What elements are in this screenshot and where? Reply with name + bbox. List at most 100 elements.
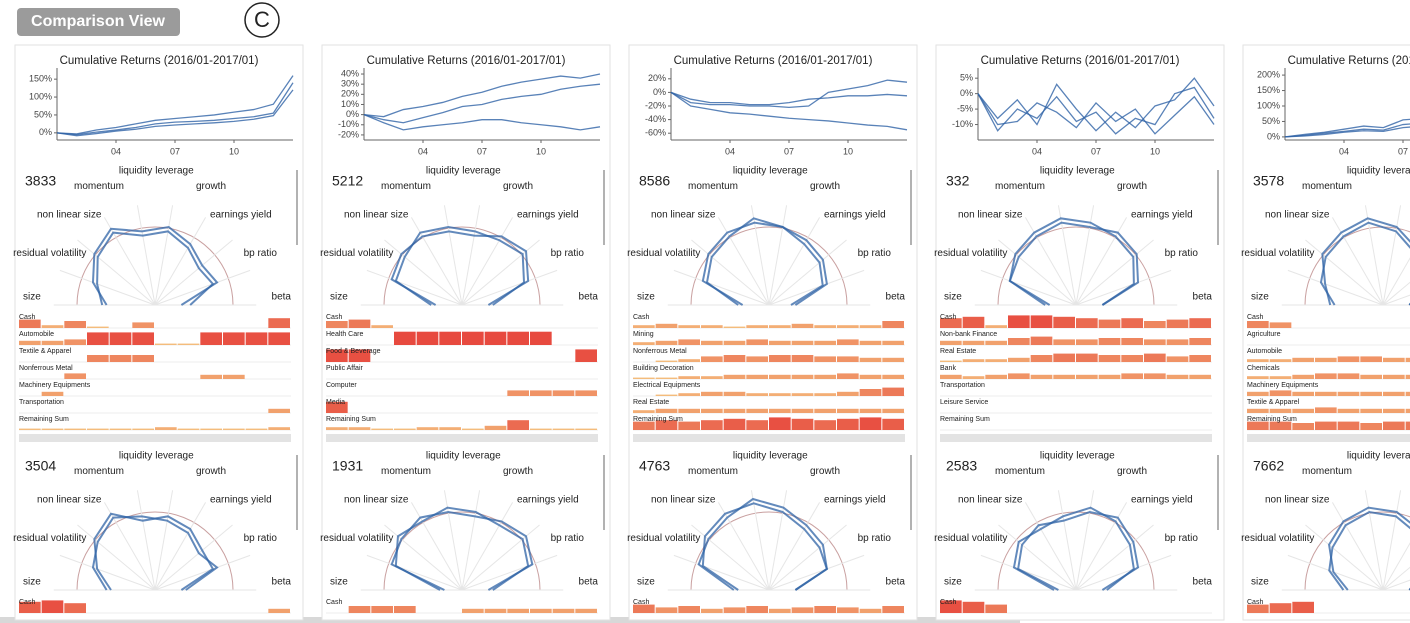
factor-label: momentum xyxy=(1302,181,1352,192)
holding-bar xyxy=(655,377,678,379)
holding-bar xyxy=(1121,318,1143,328)
factor-label: momentum xyxy=(74,181,124,192)
holding-bar xyxy=(326,349,348,362)
factor-label: momentum xyxy=(688,181,738,192)
card-scrollbar xyxy=(940,434,1212,442)
x-tick-label: 04 xyxy=(1339,146,1349,156)
holding-bar xyxy=(200,332,222,345)
holding-bar xyxy=(1337,408,1360,413)
holding-bar xyxy=(348,606,371,613)
holding-bar xyxy=(882,387,904,396)
holding-bar xyxy=(655,323,678,328)
return-line xyxy=(977,93,1215,135)
industry-label: Public Affair xyxy=(326,365,364,372)
factor-label: bp ratio xyxy=(244,248,278,259)
radar-spoke xyxy=(443,205,463,306)
holding-bar xyxy=(1098,338,1121,345)
holding-bar xyxy=(746,606,768,613)
holding-bar xyxy=(791,418,814,430)
holding-bar xyxy=(882,340,904,345)
holding-bar xyxy=(1405,374,1410,379)
factor-label: beta xyxy=(1193,292,1213,303)
factor-label: bp ratio xyxy=(551,533,585,544)
industry-label: Transportation xyxy=(19,399,64,406)
holding-bar xyxy=(484,425,507,430)
portfolio-id: 2583 xyxy=(946,458,977,474)
factor-label: residual volatility xyxy=(627,533,700,544)
holding-bar xyxy=(814,393,836,396)
holding-bar xyxy=(814,356,836,362)
chart-title: Cumulative Returns (2016/01-2017/01) xyxy=(981,55,1180,67)
radar-spoke xyxy=(136,205,156,306)
return-line xyxy=(363,73,601,118)
holding-bar xyxy=(1008,338,1030,345)
industry-label: Non-bank Finance xyxy=(940,331,997,338)
factor-label: residual volatility xyxy=(13,248,86,259)
factor-label: residual volatility xyxy=(1241,248,1314,259)
y-tick-label: 100% xyxy=(29,91,52,101)
radar-spoke xyxy=(154,502,207,591)
radar-spoke xyxy=(768,217,821,306)
holding-bar xyxy=(859,325,882,328)
factor-label: bp ratio xyxy=(1165,248,1199,259)
x-tick-label: 10 xyxy=(229,146,239,156)
radar-spoke xyxy=(768,239,847,306)
return-line xyxy=(977,77,1215,132)
holding-bar xyxy=(223,374,245,379)
holding-bar xyxy=(394,331,416,345)
factor-label: liquidity xyxy=(1040,451,1073,462)
radar-spoke xyxy=(1382,281,1410,306)
holding-bar xyxy=(1292,391,1314,396)
holding-bar xyxy=(326,321,348,328)
factor-label: momentum xyxy=(381,181,431,192)
holding-bar xyxy=(109,332,132,345)
holding-bar xyxy=(371,428,393,430)
industry-label: Nonferrous Metal xyxy=(19,365,73,372)
badge-circle xyxy=(244,2,280,38)
factor-label: residual volatility xyxy=(934,248,1007,259)
holding-bar xyxy=(1292,357,1314,362)
radar-spoke xyxy=(384,239,463,306)
factor-label: non linear size xyxy=(37,209,102,220)
holding-bar xyxy=(723,374,746,379)
holding-bar xyxy=(1189,338,1211,345)
factor-label: growth xyxy=(810,466,840,477)
holding-bar xyxy=(132,428,154,430)
holding-bar xyxy=(859,417,882,430)
radar-spoke xyxy=(1382,490,1402,591)
holding-bar xyxy=(678,339,700,345)
holding-bar xyxy=(1247,359,1269,362)
industry-label: Automobile xyxy=(19,331,54,338)
y-tick-label: 150% xyxy=(29,74,52,84)
radar-spoke xyxy=(1287,554,1384,591)
holding-bar xyxy=(177,428,200,430)
industry-label: Electrical Equipments xyxy=(633,382,701,389)
reference-arc xyxy=(383,511,541,591)
holding-bar xyxy=(701,356,723,362)
y-tick-label: 30% xyxy=(341,79,359,89)
holding-bar xyxy=(791,408,814,413)
holding-bar xyxy=(655,408,678,413)
holding-bar xyxy=(1189,374,1211,379)
factor-label: non linear size xyxy=(958,209,1023,220)
y-tick-label: -5% xyxy=(957,103,973,113)
factor-profile xyxy=(1008,217,1135,306)
holding-bar xyxy=(859,408,882,413)
holding-bar xyxy=(64,321,86,328)
holding-bar xyxy=(746,356,768,362)
factor-label: momentum xyxy=(74,466,124,477)
holding-bar xyxy=(575,390,597,396)
holding-bar xyxy=(837,408,859,413)
holding-bar xyxy=(746,420,768,430)
holding-bar xyxy=(814,606,836,613)
factor-label: non linear size xyxy=(344,209,409,220)
chart-title: Cumulative Returns (2016/01-2017/01) xyxy=(1288,55,1410,67)
holding-bar xyxy=(1292,601,1314,613)
title-button[interactable] xyxy=(17,8,180,36)
radar-spoke xyxy=(768,269,865,306)
holding-bar xyxy=(859,608,882,613)
factor-label: size xyxy=(944,577,962,588)
holding-bar xyxy=(1166,319,1189,328)
radar-spoke xyxy=(366,554,463,591)
holding-bar xyxy=(723,418,746,430)
